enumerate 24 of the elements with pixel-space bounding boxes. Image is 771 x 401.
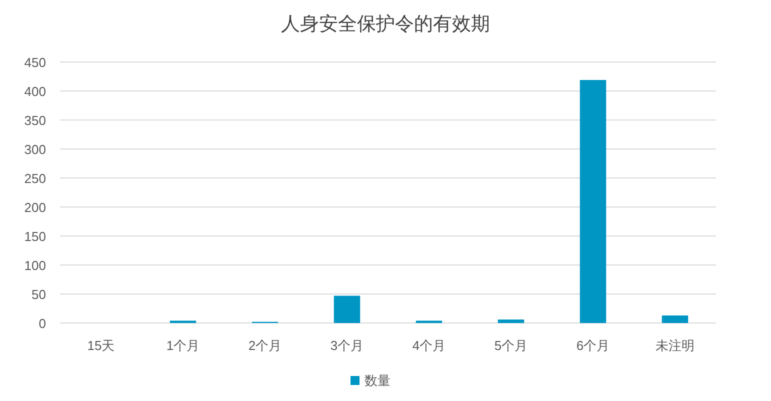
bar — [498, 320, 524, 323]
y-tick-label: 100 — [24, 258, 46, 273]
x-tick-label: 未注明 — [656, 338, 694, 353]
bar — [580, 80, 606, 323]
y-tick-label: 150 — [24, 229, 46, 244]
x-tick-label: 3个月 — [330, 338, 364, 353]
legend-label: 数量 — [364, 373, 390, 388]
y-tick-label: 400 — [24, 84, 46, 99]
y-tick-label: 50 — [32, 287, 46, 302]
y-tick-label: 300 — [24, 142, 46, 157]
y-tick-label: 450 — [24, 55, 46, 70]
x-tick-label: 6个月 — [576, 338, 610, 353]
x-tick-label: 15天 — [87, 338, 115, 353]
y-tick-label: 350 — [24, 113, 46, 128]
bar — [334, 296, 360, 323]
chart-title: 人身安全保护令的有效期 — [281, 13, 490, 35]
y-tick-label: 250 — [24, 171, 46, 186]
y-tick-label: 200 — [24, 200, 46, 215]
x-tick-label: 2个月 — [248, 338, 282, 353]
bar — [662, 315, 688, 323]
x-tick-label: 4个月 — [412, 338, 446, 353]
x-tick-label: 1个月 — [166, 338, 200, 353]
y-tick-label: 0 — [38, 316, 46, 331]
x-tick-label: 5个月 — [494, 338, 528, 353]
